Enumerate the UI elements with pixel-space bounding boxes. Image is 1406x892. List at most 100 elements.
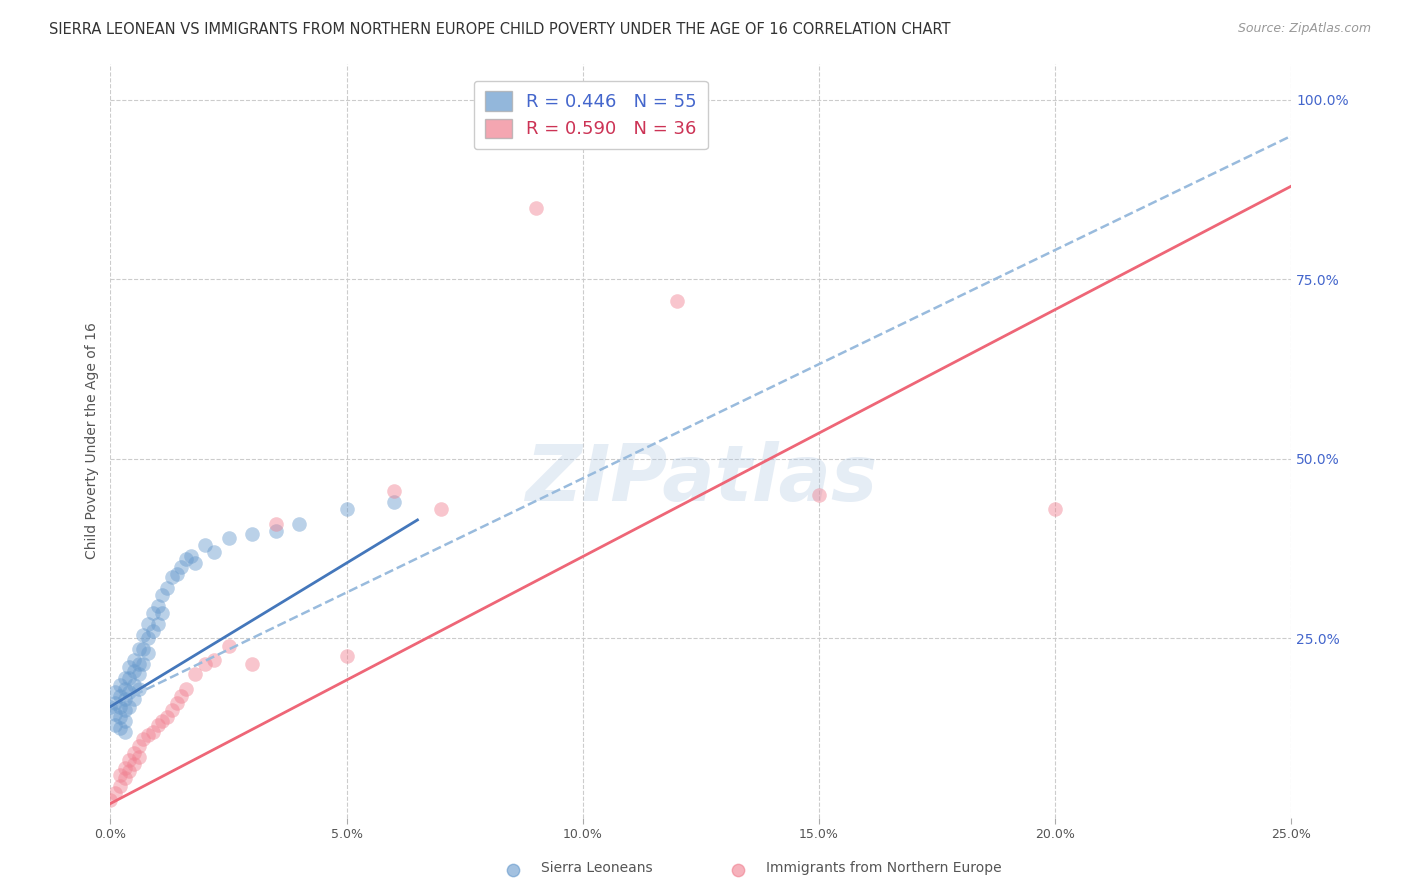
Point [104, 717, 127, 731]
Point [146, 717, 169, 731]
Point [122, 692, 145, 706]
Point [807, 488, 830, 502]
Point [108, 689, 131, 703]
Point [382, 484, 405, 499]
Point [336, 649, 359, 664]
Point [132, 628, 155, 642]
Text: Sierra Leoneans: Sierra Leoneans [541, 862, 652, 875]
Point [104, 706, 127, 721]
Point [118, 764, 141, 779]
Point [128, 739, 150, 753]
Point [146, 617, 169, 632]
Point [218, 531, 240, 545]
Point [142, 607, 165, 621]
Point [132, 731, 155, 746]
Point [122, 757, 145, 772]
Point [136, 617, 159, 632]
Point [166, 566, 188, 581]
Point [184, 667, 207, 681]
Point [122, 653, 145, 667]
Point [114, 714, 136, 728]
Point [150, 714, 173, 728]
Point [202, 545, 225, 559]
Point [136, 646, 159, 660]
Text: ZIPatlas: ZIPatlas [524, 441, 877, 516]
Point [240, 657, 263, 671]
Point [132, 642, 155, 657]
Point [430, 502, 453, 516]
Point [524, 201, 547, 215]
Point [170, 689, 193, 703]
Point [180, 549, 202, 563]
Point [571, 100, 593, 114]
Point [288, 516, 311, 531]
Point [142, 624, 165, 639]
Point [114, 703, 136, 717]
Point [118, 699, 141, 714]
Point [150, 588, 173, 602]
Point [122, 746, 145, 760]
Point [118, 754, 141, 768]
Point [264, 516, 287, 531]
Point [336, 502, 359, 516]
Point [114, 761, 136, 775]
Point [104, 696, 127, 710]
Point [108, 768, 131, 782]
Point [118, 660, 141, 674]
Point [118, 671, 141, 685]
Point [150, 607, 173, 621]
Point [114, 671, 136, 685]
Point [104, 685, 127, 699]
Point [128, 681, 150, 696]
Point [146, 599, 169, 613]
Point [174, 681, 197, 696]
Point [170, 559, 193, 574]
Point [122, 664, 145, 678]
Point [118, 685, 141, 699]
Point [100, 793, 122, 807]
Point [502, 863, 524, 877]
Point [132, 657, 155, 671]
Legend: R = 0.446   N = 55, R = 0.590   N = 36: R = 0.446 N = 55, R = 0.590 N = 36 [474, 80, 707, 149]
Point [114, 724, 136, 739]
Point [727, 863, 749, 877]
Point [166, 696, 188, 710]
Point [108, 710, 131, 724]
Point [114, 681, 136, 696]
Point [202, 653, 225, 667]
Point [156, 710, 179, 724]
Point [136, 728, 159, 742]
Point [136, 632, 159, 646]
Point [218, 639, 240, 653]
Y-axis label: Child Poverty Under the Age of 16: Child Poverty Under the Age of 16 [86, 323, 100, 559]
Point [108, 779, 131, 793]
Point [194, 538, 217, 552]
Point [156, 581, 179, 595]
Point [160, 570, 183, 584]
Point [240, 527, 263, 541]
Point [128, 642, 150, 657]
Point [108, 721, 131, 735]
Point [128, 667, 150, 681]
Text: Immigrants from Northern Europe: Immigrants from Northern Europe [766, 862, 1002, 875]
Point [174, 552, 197, 566]
Point [1043, 502, 1066, 516]
Point [184, 556, 207, 570]
Point [128, 750, 150, 764]
Point [194, 657, 217, 671]
Point [108, 678, 131, 692]
Text: Source: ZipAtlas.com: Source: ZipAtlas.com [1237, 22, 1371, 36]
Point [114, 692, 136, 706]
Point [382, 495, 405, 509]
Text: SIERRA LEONEAN VS IMMIGRANTS FROM NORTHERN EUROPE CHILD POVERTY UNDER THE AGE OF: SIERRA LEONEAN VS IMMIGRANTS FROM NORTHE… [49, 22, 950, 37]
Point [160, 703, 183, 717]
Point [264, 524, 287, 538]
Point [104, 786, 127, 800]
Point [122, 678, 145, 692]
Point [128, 657, 150, 671]
Point [108, 699, 131, 714]
Point [666, 293, 689, 308]
Point [114, 772, 136, 786]
Point [142, 724, 165, 739]
Point [100, 699, 122, 714]
